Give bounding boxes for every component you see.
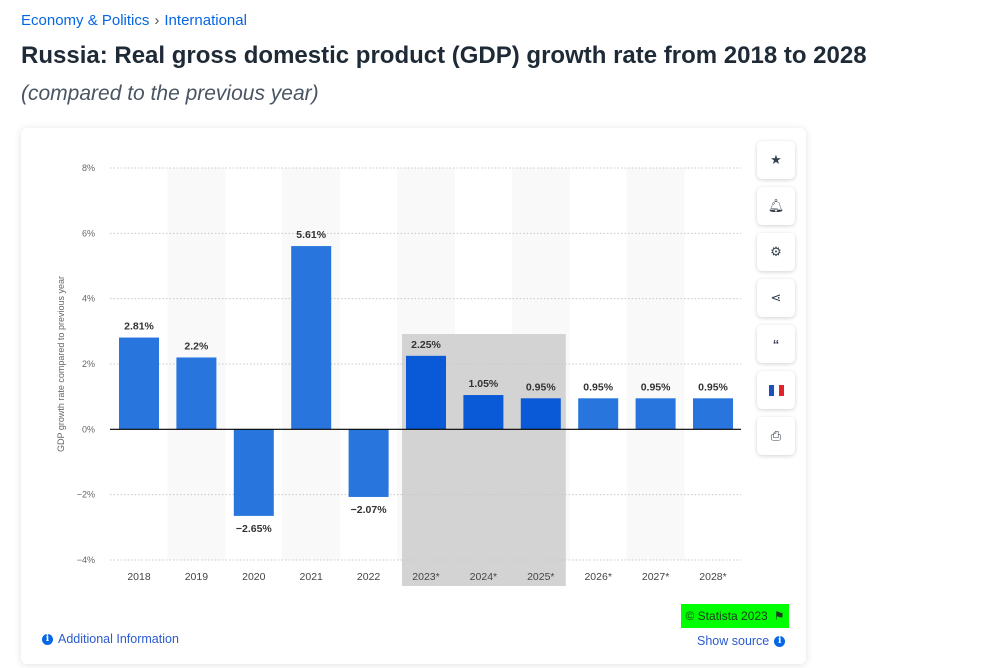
data-label: 0.95% [641,381,671,393]
y-axis-label: GDP growth rate compared to previous yea… [56,276,66,452]
data-label: 1.05% [469,378,499,390]
y-tick-label: 0% [82,424,95,434]
x-tick-label: 2021 [300,571,324,583]
bar [635,398,676,430]
bar [693,398,733,430]
x-tick-label: 2020 [242,571,266,583]
y-tick-label: 6% [82,228,95,238]
x-tick-label: 2026* [584,571,611,583]
x-tick-label: 2027* [642,571,669,583]
y-tick-label: 2% [82,359,95,369]
quote-icon: “ [772,336,780,352]
data-label: 2.81% [124,321,154,333]
additional-information-label: Additional Information [58,632,179,646]
gear-icon: ⚙ [770,244,782,259]
share-icon: ⋖ [770,290,782,305]
share-button[interactable]: ⋖ [757,279,795,317]
data-label: −2.07% [351,504,388,516]
y-tick-label: 8% [82,163,95,173]
page-title: Russia: Real gross domestic product (GDP… [21,42,867,69]
copyright-text: © Statista 2023 [685,609,768,623]
copyright-badge: © Statista 2023 ⚑ [681,604,789,628]
bar [406,355,446,430]
flag-icon: ⚑ [773,609,785,623]
star-icon: ★ [770,152,782,167]
show-source-label: Show source [697,634,770,648]
y-tick-label: −4% [77,555,95,565]
breadcrumb-separator: › [154,12,160,29]
x-tick-label: 2025* [527,571,554,583]
info-icon: i [42,633,53,645]
breadcrumb-economy[interactable]: Economy & Politics [21,12,150,29]
page-subtitle: (compared to the previous year) [21,82,319,105]
x-tick-label: 2023* [412,571,439,583]
bar [348,429,389,497]
x-tick-label: 2024* [470,571,497,583]
data-label: 0.95% [583,381,613,393]
show-source-link[interactable]: Show source i [697,634,786,648]
data-label: −2.65% [236,523,273,535]
data-label: 0.95% [698,381,728,393]
print-icon: ⎙ [770,428,782,443]
data-label: 2.2% [184,340,209,352]
flag-fr-icon [768,384,784,396]
data-label: 0.95% [526,381,556,393]
bell-icon: 🔔︎ [767,198,785,213]
settings-button[interactable]: ⚙ [757,233,795,271]
x-tick-label: 2019 [185,571,209,583]
data-label: 2.25% [411,339,441,351]
y-tick-label: −2% [77,490,95,500]
y-tick-label: 4% [82,294,95,304]
bar [291,246,332,430]
bar [578,398,619,430]
info-icon: i [774,635,786,647]
favorite-button[interactable]: ★ [757,141,795,179]
breadcrumb-international[interactable]: International [164,12,247,29]
data-label: 5.61% [296,229,326,241]
print-button[interactable]: ⎙ [757,417,795,455]
x-tick-label: 2028* [699,571,726,583]
breadcrumb: Economy & Politics › International [21,12,247,29]
bar [119,337,159,430]
bar [176,357,217,430]
bar [520,398,561,430]
notification-button[interactable]: 🔔︎ [757,187,795,225]
bar [233,429,274,516]
additional-information-link[interactable]: i Additional Information [42,632,179,646]
cite-button[interactable]: “ [757,325,795,363]
x-tick-label: 2022 [357,571,381,583]
x-tick-label: 2018 [127,571,151,583]
bar [463,395,504,430]
language-button[interactable] [757,371,795,409]
